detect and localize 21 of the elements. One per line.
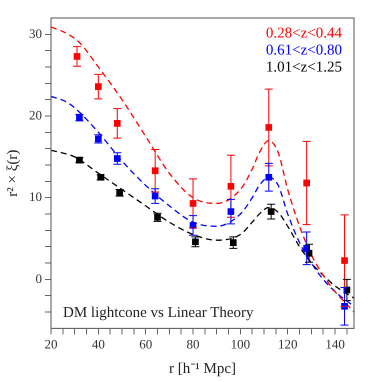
text: 0.28<z<0.44 — [266, 25, 342, 42]
x-axis-title: r [h⁻¹ Mpc] — [169, 360, 236, 377]
annotation: DM lightcone vs Linear Theory — [63, 304, 254, 321]
y-tick-label: 30 — [29, 26, 42, 41]
point — [74, 53, 80, 60]
y-tick-label: 0 — [36, 270, 42, 286]
x-tick-label: 40 — [92, 336, 105, 352]
x-tick-label: 120 — [278, 336, 298, 352]
text: 0.61<z<0.80 — [266, 42, 342, 58]
text: 1.01<z<1.25 — [266, 59, 342, 76]
x-tick-label: 100 — [230, 336, 250, 352]
line-series — [51, 150, 354, 299]
x-tick-label: 60 — [139, 336, 152, 352]
x-tick-label: 80 — [186, 336, 200, 352]
y-axis-title: r² × ξ(r) — [4, 150, 21, 197]
point — [190, 200, 196, 207]
point — [341, 257, 348, 264]
x-tick-label: 20 — [44, 336, 58, 352]
y-tick-label: 10 — [29, 189, 42, 204]
y-tick-label: 20 — [29, 107, 42, 122]
x-tick-label: 140 — [325, 336, 345, 352]
